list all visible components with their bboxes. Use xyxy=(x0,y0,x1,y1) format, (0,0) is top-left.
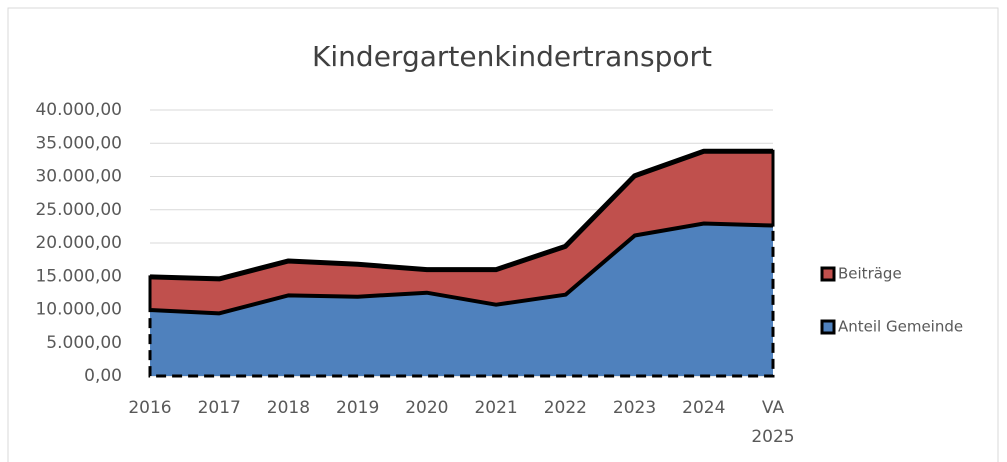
legend-label: Beiträge xyxy=(838,265,902,283)
chart-border xyxy=(7,7,999,462)
x-tick-label: 2018 xyxy=(266,398,311,418)
y-tick-label: 30.000,00 xyxy=(35,167,122,187)
legend-swatch xyxy=(820,319,836,335)
y-tick-label: 35.000,00 xyxy=(35,133,122,153)
x-tick-label: 2023 xyxy=(612,398,657,418)
x-tick-label: 2016 xyxy=(128,398,172,418)
y-tick-label: 15.000,00 xyxy=(35,266,122,286)
y-tick-label: 25.000,00 xyxy=(35,200,122,220)
y-tick-label: 5.000,00 xyxy=(46,333,122,353)
y-tick-label: 0,00 xyxy=(84,366,122,386)
chart-title: Kindergartenkindertransport xyxy=(312,40,712,73)
x-tick-label: VA 2025 xyxy=(751,398,795,447)
legend-label: Anteil Gemeinde xyxy=(838,318,963,336)
x-tick-label: 2020 xyxy=(405,398,449,418)
y-tick-label: 20.000,00 xyxy=(35,233,122,253)
x-tick-label: 2019 xyxy=(336,398,380,418)
legend-swatch xyxy=(820,266,836,282)
y-tick-label: 40.000,00 xyxy=(35,100,122,120)
x-tick-label: 2017 xyxy=(197,398,241,418)
x-tick-label: 2022 xyxy=(543,398,587,418)
y-tick-label: 10.000,00 xyxy=(35,300,122,320)
x-tick-label: 2021 xyxy=(474,398,518,418)
area-edge xyxy=(149,148,773,282)
x-tick-label: 2024 xyxy=(682,398,726,418)
